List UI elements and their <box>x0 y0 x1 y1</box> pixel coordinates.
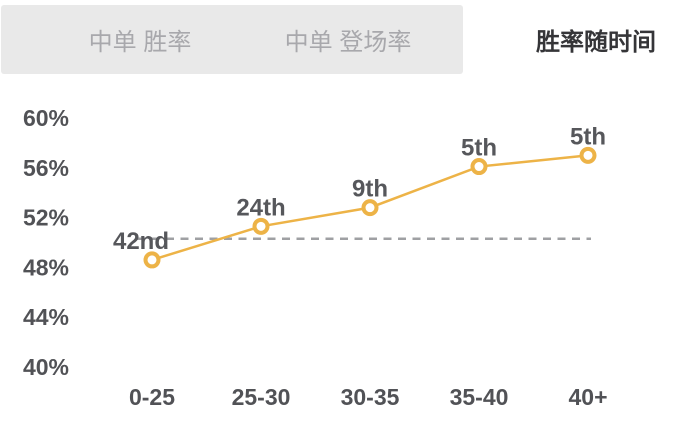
tab-winrate-over-time[interactable]: 胜率随时间 <box>486 5 694 74</box>
x-axis-tick-label: 35-40 <box>450 384 509 410</box>
data-point-rank-label: 9th <box>352 176 388 203</box>
x-axis-tick-label: 40+ <box>568 384 607 410</box>
y-axis-tick-label: 56% <box>23 155 69 181</box>
data-point-marker[interactable] <box>252 217 270 235</box>
data-point-marker[interactable] <box>143 251 161 269</box>
x-axis-tick-label: 0-25 <box>129 384 175 410</box>
y-axis-tick-label: 48% <box>23 254 69 280</box>
data-point-rank-label: 24th <box>236 194 285 221</box>
data-point-marker[interactable] <box>470 158 488 176</box>
y-axis-tick-label: 52% <box>23 205 69 231</box>
tab-mid-winrate[interactable]: 中单 胜率 <box>30 5 250 74</box>
data-point-rank-label: 5th <box>570 123 606 150</box>
data-point-rank-label: 5th <box>461 135 497 162</box>
y-axis-tick-label: 44% <box>23 304 69 330</box>
data-point-marker[interactable] <box>579 146 597 164</box>
y-axis-tick-label: 40% <box>23 354 69 380</box>
tab-mid-pickrate[interactable]: 中单 登场率 <box>238 5 458 74</box>
x-axis-tick-label: 25-30 <box>232 384 291 410</box>
x-axis-tick-label: 30-35 <box>341 384 400 410</box>
y-axis-tick-label: 60% <box>23 105 69 131</box>
data-point-marker[interactable] <box>361 199 379 217</box>
tab-bar-background <box>1 5 463 74</box>
data-point-rank-label: 42nd <box>113 228 169 255</box>
